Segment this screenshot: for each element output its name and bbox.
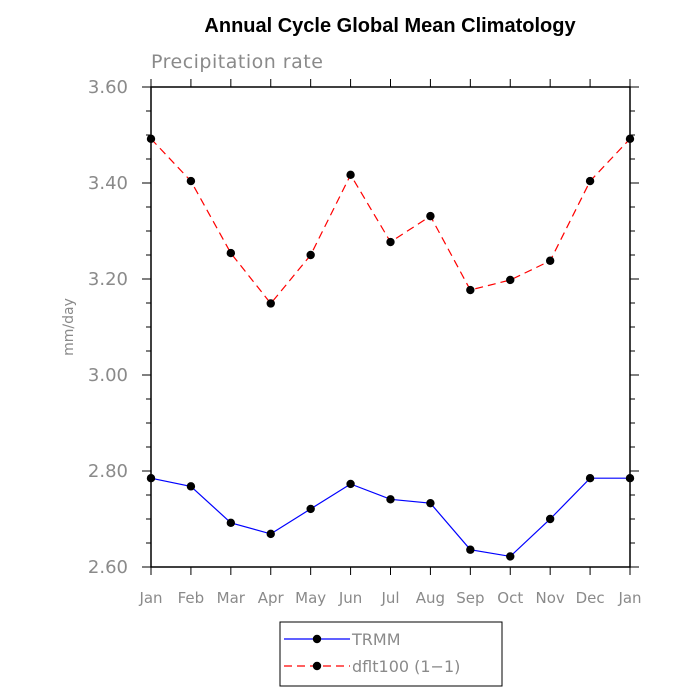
x-tick-label: Feb <box>178 589 205 607</box>
legend-marker-1 <box>312 661 322 671</box>
data-point <box>506 275 515 285</box>
data-point <box>226 248 236 258</box>
data-point <box>266 529 275 539</box>
chart-title: Annual Cycle Global Mean Climatology <box>204 15 576 37</box>
x-tick-label: Aug <box>416 589 445 607</box>
series-line-0 <box>150 477 630 558</box>
legend-label-0: TRMM <box>351 630 401 649</box>
data-point <box>506 552 515 561</box>
data-point <box>306 504 315 514</box>
data-point <box>146 134 156 144</box>
y-tick-label: 2.80 <box>88 461 128 482</box>
x-tick-label: Sep <box>456 589 484 607</box>
x-tick-label: May <box>295 589 326 607</box>
y-tick-label: 2.60 <box>88 557 128 578</box>
data-point <box>585 474 595 483</box>
x-tick-label: Dec <box>576 589 605 607</box>
data-point <box>386 237 395 247</box>
legend-marker-0 <box>312 634 322 644</box>
data-point <box>466 545 475 554</box>
data-point <box>545 514 555 524</box>
data-point <box>625 134 635 144</box>
legend-box <box>279 621 503 687</box>
y-tick-label: 3.60 <box>88 77 128 98</box>
x-tick-label: Jan <box>617 589 641 607</box>
data-point <box>386 495 395 504</box>
chart-subtitle: Precipitation rate <box>151 51 323 73</box>
data-point <box>466 285 475 295</box>
data-point <box>625 474 635 483</box>
x-tick-label: Oct <box>497 589 523 607</box>
x-tick-labels: Jan Feb Mar Apr May Jun Jul Aug Sep Oct Nov Dec Jan <box>138 589 641 607</box>
plot-frame <box>150 86 631 568</box>
data-point <box>346 479 355 489</box>
legend-label-1: dflt100 (1−1) <box>352 657 460 676</box>
data-point <box>186 482 196 491</box>
x-tick-label: Jan <box>138 589 162 607</box>
data-point <box>266 299 275 308</box>
x-tick-label: Jul <box>380 589 399 607</box>
y-axis-label: mm/day <box>61 298 77 356</box>
x-tick-label: Nov <box>536 589 565 607</box>
x-tick-label: Mar <box>217 589 246 607</box>
data-point <box>146 474 156 483</box>
data-point <box>306 250 315 260</box>
data-point <box>426 498 435 508</box>
y-tick-labels: 2.60 2.80 3.00 3.20 3.40 3.60 <box>88 77 128 578</box>
data-point <box>226 518 236 528</box>
legend: TRMM dflt100 (1−1) <box>284 630 460 676</box>
data-point <box>426 211 435 221</box>
data-point <box>346 170 355 180</box>
x-tick-label: Apr <box>258 589 285 607</box>
data-point <box>585 176 595 186</box>
x-tick-label: Jun <box>338 589 362 607</box>
y-tick-label: 3.20 <box>88 269 128 290</box>
y-tick-label: 3.40 <box>88 173 128 194</box>
series-group <box>146 134 635 561</box>
axis-ticks <box>142 79 639 575</box>
y-tick-label: 3.00 <box>88 365 128 386</box>
series-line-1 <box>150 138 631 305</box>
data-point <box>186 176 196 186</box>
data-point <box>545 256 555 265</box>
